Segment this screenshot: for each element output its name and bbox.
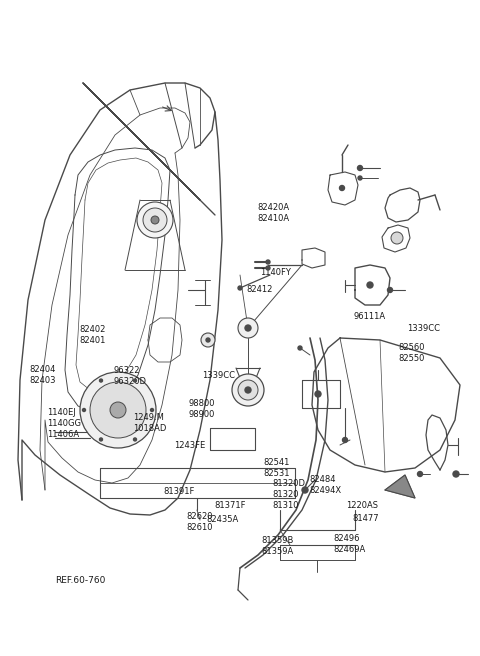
Circle shape xyxy=(343,438,348,443)
Circle shape xyxy=(201,333,215,347)
Text: 82420A
82410A: 82420A 82410A xyxy=(258,203,290,224)
Text: 1220AS: 1220AS xyxy=(346,501,378,510)
Circle shape xyxy=(367,282,373,288)
Circle shape xyxy=(298,346,302,350)
Text: 82484
82494X: 82484 82494X xyxy=(310,475,342,495)
Circle shape xyxy=(302,487,308,493)
Polygon shape xyxy=(385,475,415,498)
Text: 81320D
81320
81310: 81320D 81320 81310 xyxy=(273,479,306,510)
Circle shape xyxy=(206,338,210,342)
Text: 82435A: 82435A xyxy=(206,515,239,524)
Circle shape xyxy=(83,409,85,411)
Circle shape xyxy=(151,409,154,411)
Circle shape xyxy=(80,372,156,448)
Text: 1249.M
1018AD: 1249.M 1018AD xyxy=(133,413,167,434)
Text: 1339CC: 1339CC xyxy=(407,324,440,333)
Text: 82412: 82412 xyxy=(246,285,273,295)
Circle shape xyxy=(110,402,126,418)
Text: 82402
82401: 82402 82401 xyxy=(79,325,106,346)
Text: 82560
82550: 82560 82550 xyxy=(398,343,425,363)
Text: 96111A: 96111A xyxy=(354,312,386,321)
Circle shape xyxy=(387,287,393,293)
Circle shape xyxy=(238,318,258,338)
Text: 82541
82531: 82541 82531 xyxy=(263,458,289,478)
Circle shape xyxy=(453,471,459,477)
Circle shape xyxy=(391,232,403,244)
Circle shape xyxy=(266,260,270,264)
Circle shape xyxy=(315,391,321,397)
Circle shape xyxy=(99,438,103,441)
Circle shape xyxy=(151,216,159,224)
Circle shape xyxy=(238,286,242,290)
Circle shape xyxy=(245,387,251,393)
Circle shape xyxy=(143,208,167,232)
Text: 82469A: 82469A xyxy=(334,545,366,554)
Text: 81371F: 81371F xyxy=(215,501,246,510)
Text: 96322
96320D: 96322 96320D xyxy=(114,366,147,386)
Circle shape xyxy=(99,379,103,382)
Text: 82620
82610: 82620 82610 xyxy=(186,512,213,532)
Text: 1243FE: 1243FE xyxy=(174,441,205,451)
Circle shape xyxy=(133,438,136,441)
Text: 1140EJ
1140GG
11406A: 1140EJ 1140GG 11406A xyxy=(47,408,81,440)
Text: 81359B
81359A: 81359B 81359A xyxy=(262,536,294,556)
Circle shape xyxy=(90,382,146,438)
Circle shape xyxy=(238,380,258,400)
Text: 82496: 82496 xyxy=(334,534,360,543)
Text: 98800
98900: 98800 98900 xyxy=(188,399,215,419)
Circle shape xyxy=(245,325,251,331)
Text: 1339CC: 1339CC xyxy=(202,371,235,380)
Text: REF.60-760: REF.60-760 xyxy=(55,576,106,585)
Circle shape xyxy=(137,202,173,238)
Text: 82404
82403: 82404 82403 xyxy=(30,365,56,385)
Circle shape xyxy=(358,165,362,171)
Text: 81477: 81477 xyxy=(353,514,379,523)
Circle shape xyxy=(232,374,264,406)
Circle shape xyxy=(133,379,136,382)
Text: 1140FY: 1140FY xyxy=(260,268,291,277)
Circle shape xyxy=(266,266,270,270)
Circle shape xyxy=(358,176,362,180)
Circle shape xyxy=(339,186,345,190)
Circle shape xyxy=(418,472,422,476)
Text: 81391F: 81391F xyxy=(163,487,194,496)
